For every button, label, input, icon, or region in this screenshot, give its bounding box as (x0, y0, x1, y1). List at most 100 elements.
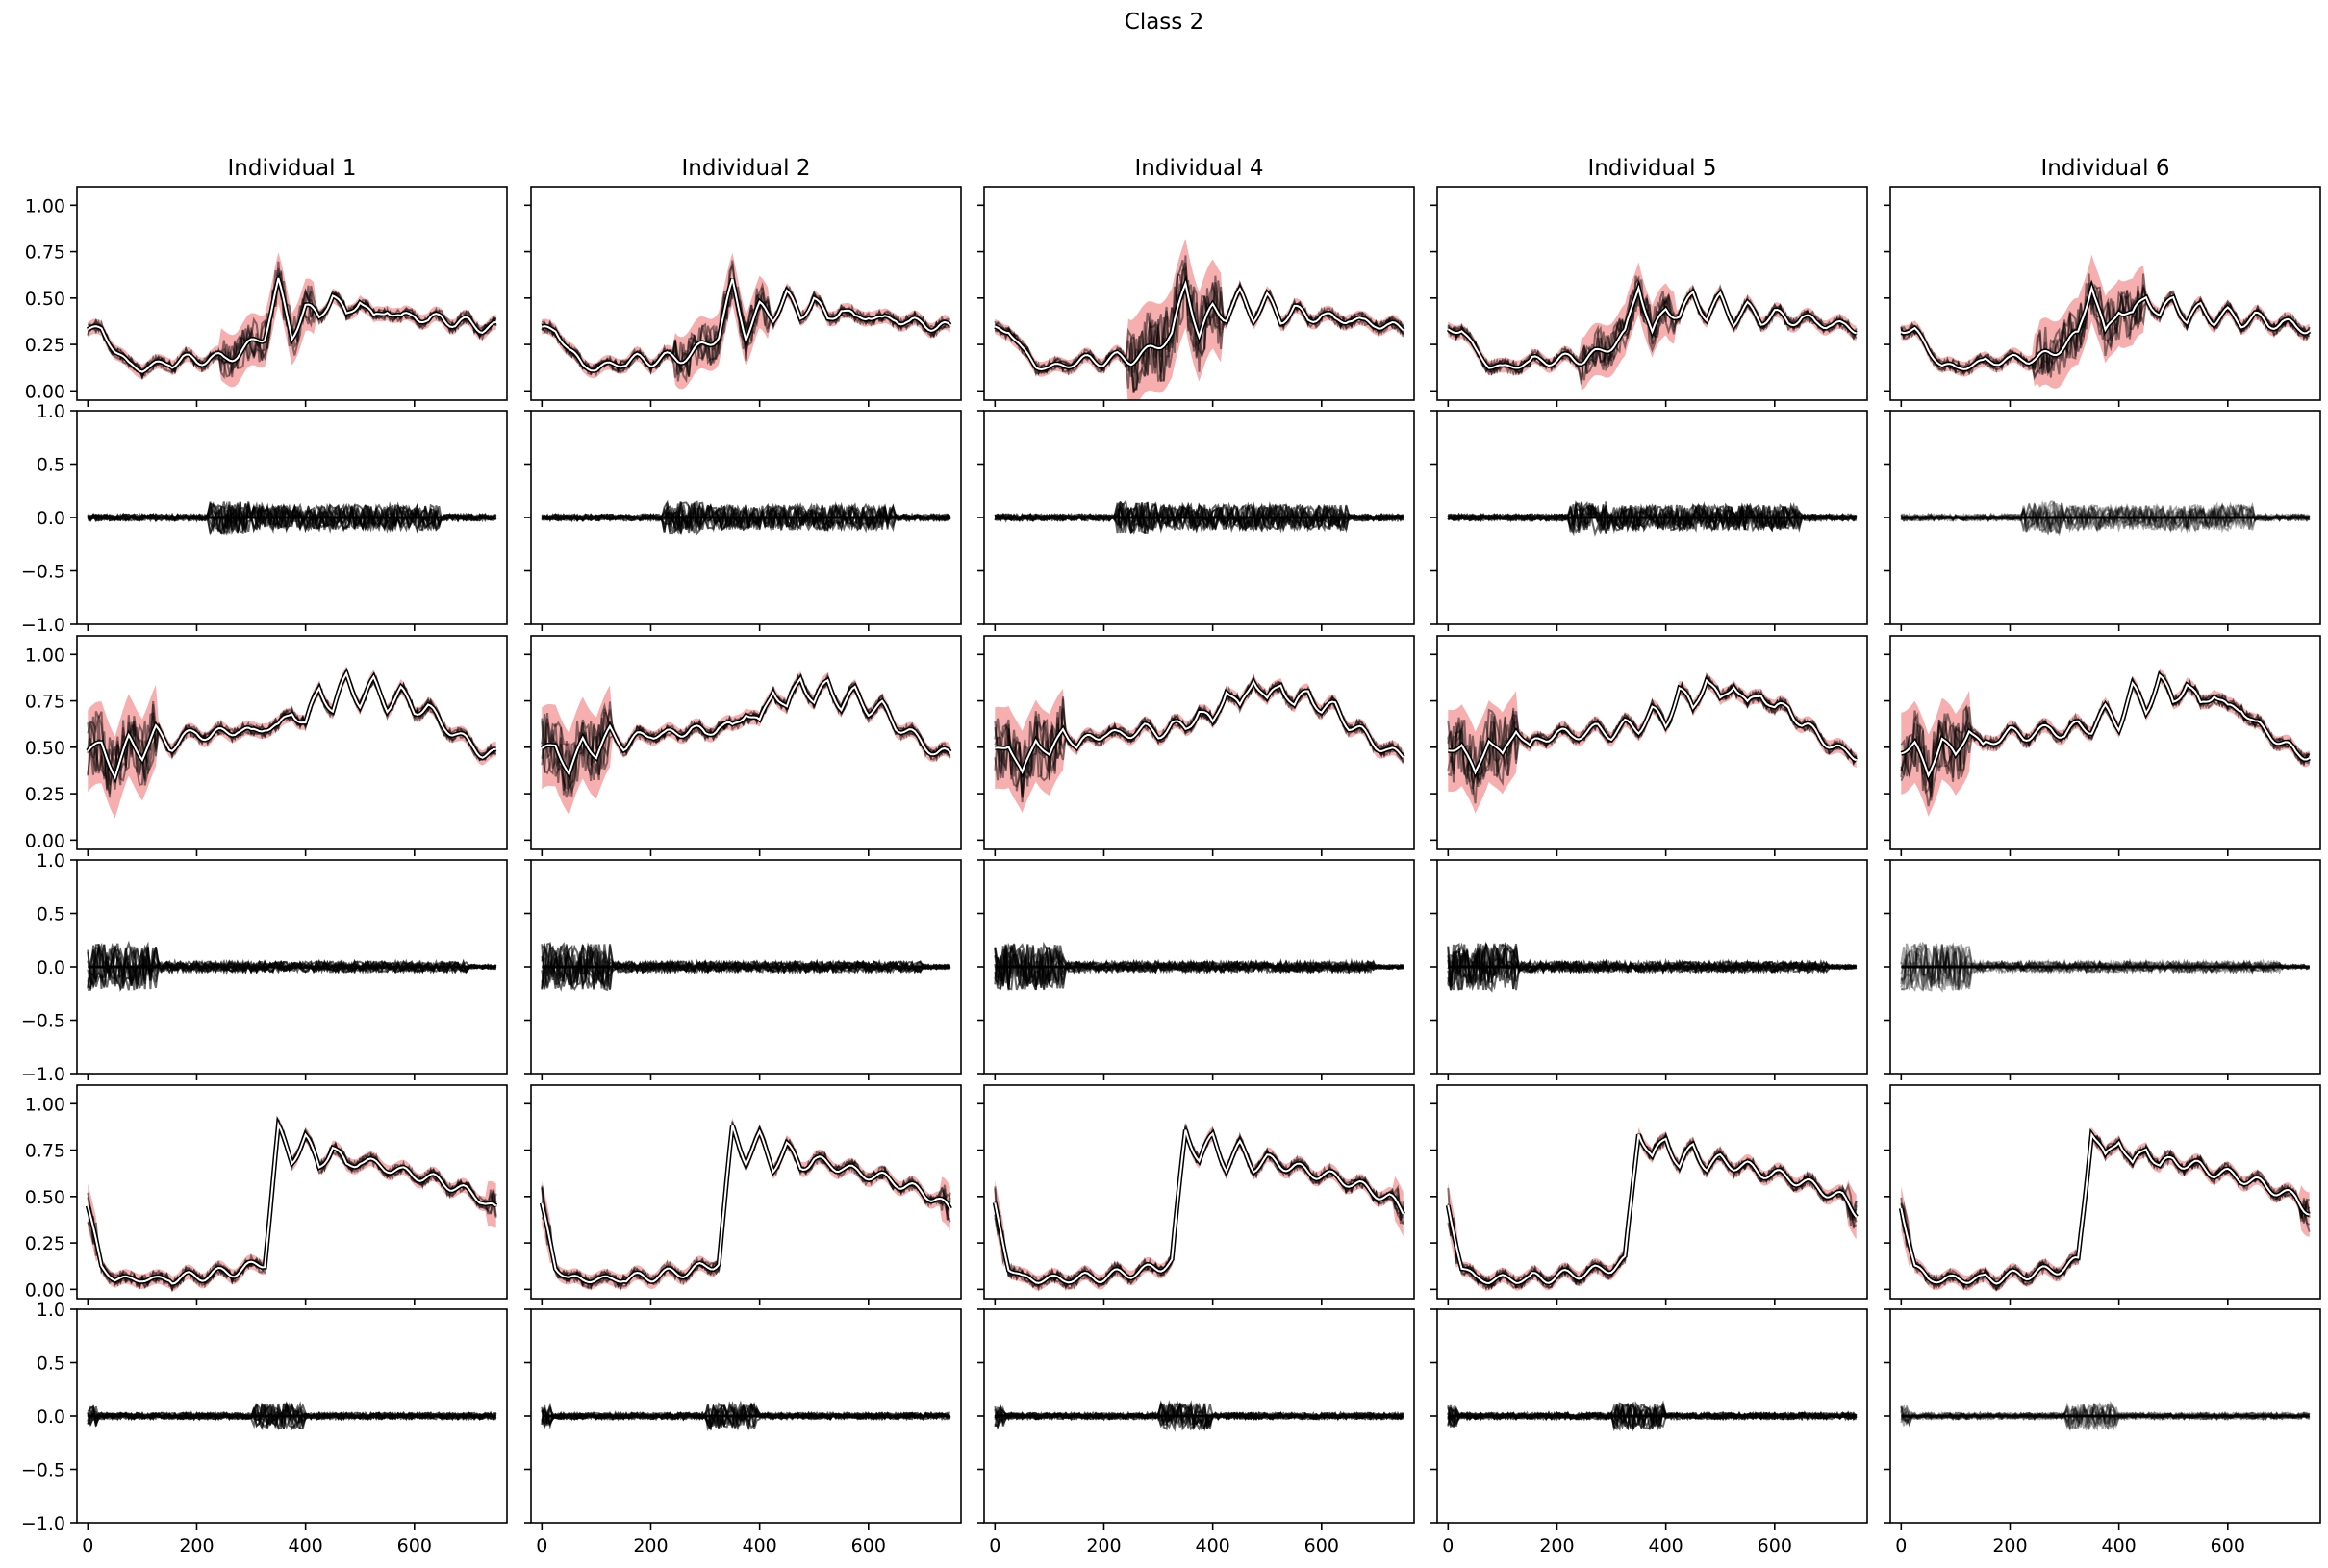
axes-frame (530, 1084, 962, 1300)
plot-area (87, 1401, 497, 1431)
axes-frame (1889, 186, 2321, 401)
sample-trace (541, 1125, 951, 1292)
y-tick-label: −1.0 (21, 1513, 65, 1534)
plot-area (1898, 1126, 2311, 1293)
plot-area (1447, 500, 1858, 537)
mean-line (1901, 673, 2311, 778)
y-tick-label: 0.5 (37, 455, 65, 476)
confidence-band (542, 252, 950, 390)
panel-r4-c4 (1430, 859, 1868, 1080)
y-tick-label: 1.00 (25, 1094, 65, 1115)
axes-frame (1436, 186, 1868, 401)
mean-outline (539, 1124, 952, 1285)
panel-r5-c4 (1430, 1084, 1868, 1305)
panel-r5-c1: 0.00 0.25 0.50 0.75 1.00 (25, 1084, 508, 1305)
x-tick-label: 600 (2211, 1535, 2245, 1556)
sample-trace (1900, 1134, 2311, 1291)
sample-trace (541, 281, 951, 378)
mean-line (1900, 1131, 2310, 1285)
residual-trace (994, 1402, 1404, 1432)
sample-trace (87, 1125, 496, 1290)
mean-line (994, 280, 1404, 371)
x-tick-label: 400 (1196, 1535, 1230, 1556)
plot-area (1447, 1400, 1858, 1432)
y-tick-label: −1.0 (21, 615, 65, 636)
y-tick-label: 0.0 (37, 1406, 65, 1428)
y-tick-label: −0.5 (21, 1460, 65, 1481)
residual-trace (541, 943, 951, 990)
confidence-band (542, 670, 950, 816)
panel-r6-c5: 0 200 400 600 (1884, 1308, 2321, 1556)
plot-area (87, 500, 497, 536)
panel-r1-c2 (524, 186, 962, 407)
residual-trace (87, 1405, 496, 1429)
sample-trace (541, 1125, 951, 1289)
x-tick-label: 600 (1758, 1535, 1792, 1556)
figure-title: Class 2 (1124, 10, 1204, 35)
mean-line (1447, 1133, 1858, 1285)
panel-r2-c4 (1430, 410, 1868, 631)
y-tick-label: 0.0 (37, 508, 65, 529)
panel-r1-c5 (1884, 186, 2321, 407)
panel-r3-c1: 0.00 0.25 0.50 0.75 1.00 (25, 635, 508, 856)
plot-area (541, 941, 951, 993)
x-tick-label: 400 (743, 1535, 777, 1556)
panel-r6-c4: 0 200 400 600 (1430, 1308, 1868, 1556)
plot-area (1900, 1400, 2311, 1432)
confidence-band (995, 1122, 1404, 1291)
residual-trace (994, 943, 1404, 989)
x-tick-label: 0 (536, 1535, 547, 1556)
column-title: Individual 5 (1588, 156, 1717, 181)
sample-trace (994, 1124, 1404, 1292)
sample-trace (541, 1121, 951, 1290)
y-tick-label: 0.75 (25, 242, 65, 264)
panel-r5-c5 (1884, 1084, 2321, 1305)
sample-trace (541, 286, 951, 384)
axes-frame (76, 186, 508, 401)
axes-frame (76, 635, 508, 850)
panel-r6-c2: 0 200 400 600 (524, 1308, 962, 1556)
residual-trace (1900, 500, 2311, 534)
axes-frame (530, 635, 962, 850)
residual-trace (1900, 941, 2310, 989)
x-tick-label: 0 (989, 1535, 1000, 1556)
residual-trace (994, 501, 1404, 534)
sample-trace (994, 1125, 1404, 1288)
y-tick-label: 0.25 (25, 784, 65, 805)
x-tick-label: 400 (2102, 1535, 2137, 1556)
sample-trace (1447, 275, 1858, 385)
x-tick-label: 0 (1895, 1535, 1907, 1556)
y-tick-label: 0.50 (25, 738, 65, 759)
plot-area (994, 239, 1405, 400)
residual-trace (1901, 944, 2310, 992)
sample-trace (541, 1119, 951, 1289)
y-tick-label: 0.75 (25, 1141, 65, 1162)
y-tick-label: 0.50 (25, 289, 65, 310)
x-tick-label: 200 (1539, 1535, 1574, 1556)
x-tick-label: 400 (1649, 1535, 1683, 1556)
axes-frame (983, 635, 1415, 850)
mean-outline (992, 1128, 1405, 1286)
plot-area (992, 1122, 1405, 1292)
plot-area (1900, 668, 2311, 817)
axes-frame (1889, 635, 2321, 850)
confidence-band (542, 1117, 950, 1290)
sample-trace (87, 1120, 497, 1293)
residual-trace (1900, 942, 2310, 991)
y-tick-label: 0.25 (25, 1233, 65, 1254)
panel-r2-c1: −1.0 −0.5 0.0 0.5 1.0 (21, 401, 508, 636)
mean-line (87, 277, 496, 373)
plot-area (85, 1115, 498, 1293)
confidence-band (1901, 668, 2310, 817)
x-tick-label: 200 (633, 1535, 668, 1556)
axes-frame (530, 186, 962, 401)
confidence-band (995, 239, 1404, 400)
plot-area (539, 1117, 952, 1292)
panel-r3-c5 (1884, 635, 2321, 856)
y-tick-label: 0.00 (25, 830, 65, 851)
y-tick-label: 0.5 (37, 904, 65, 925)
residual-trace (88, 945, 497, 991)
plot-area (541, 1400, 951, 1432)
sample-trace (994, 1127, 1404, 1290)
